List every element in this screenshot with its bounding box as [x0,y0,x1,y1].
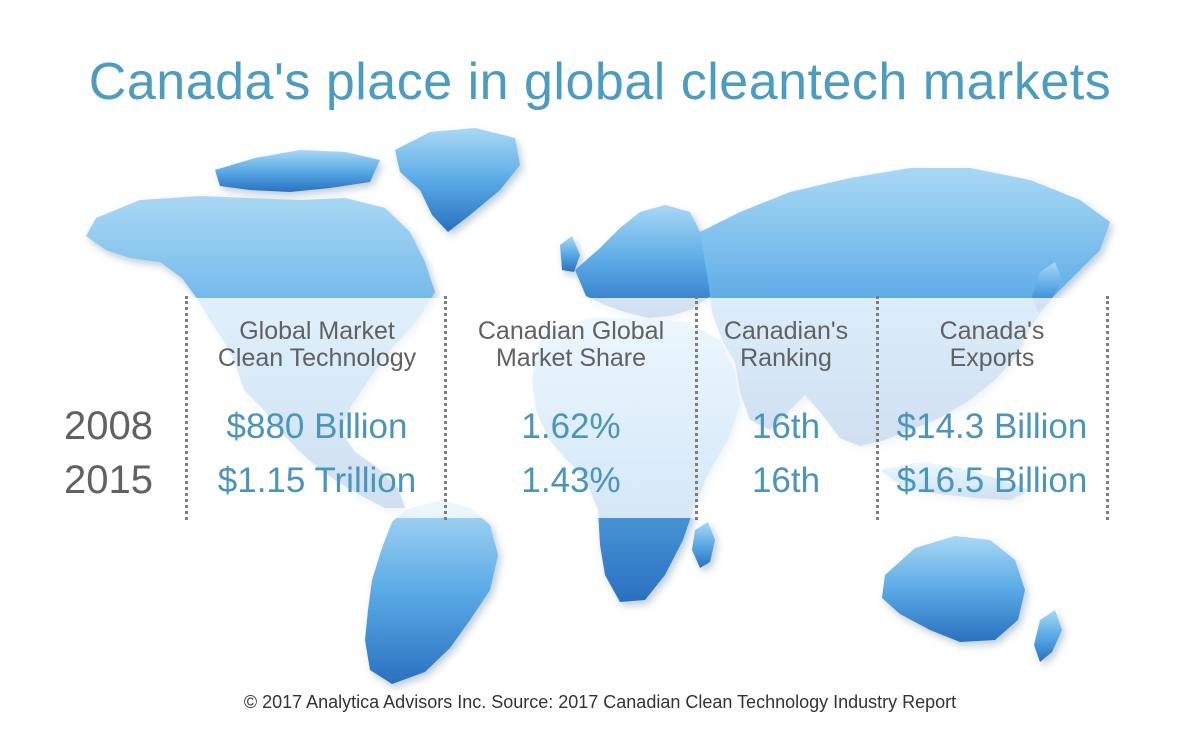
year-label: 2015 [64,458,153,502]
value-exports-2008: $14.3 Billion [896,407,1088,446]
header-line: Market Share [495,344,647,372]
value-ranking-2015: 16th [751,461,821,500]
source-footer: © 2017 Analytica Advisors Inc. Source: 2… [243,692,957,712]
column-divider [876,296,879,520]
value-global-market-2008: $880 Billion [226,407,408,446]
value-ranking-2008: 16th [751,407,821,446]
value-market-share-2015: 1.43% [521,461,621,500]
arctic-islands-shape [215,150,380,192]
greenland-shape [395,128,520,232]
column-divider [695,296,698,520]
page-title: Canada's place in global cleantech marke… [88,53,1112,111]
south-america-shape [365,500,498,684]
madagascar-shape [692,522,715,568]
header-line: Canadian's [723,317,849,345]
column-divider [444,296,447,520]
value-market-share-2008: 1.62% [521,407,621,446]
stats-panel [188,298,1108,518]
header-exports: Canada's Exports [879,318,1105,372]
column-divider [185,296,188,520]
europe-shape [575,205,730,318]
header-global-market: Global Market Clean Technology [192,318,442,372]
header-market-share: Canadian Global Market Share [448,318,694,372]
uk-shape [560,236,580,272]
header-line: Canadian Global [477,317,665,345]
australia-shape [882,536,1025,642]
year-label: 2008 [64,404,153,448]
header-line: Clean Technology [217,344,417,372]
header-line: Ranking [740,344,832,372]
new-zealand-shape [1034,610,1062,662]
header-line: Global Market [239,317,395,345]
column-divider [1106,296,1109,520]
header-line: Exports [949,344,1035,372]
value-global-market-2015: $1.15 Trillion [217,461,417,500]
value-exports-2015: $16.5 Billion [896,461,1088,500]
header-line: Canada's [939,317,1045,345]
header-ranking: Canadian's Ranking [698,318,874,372]
